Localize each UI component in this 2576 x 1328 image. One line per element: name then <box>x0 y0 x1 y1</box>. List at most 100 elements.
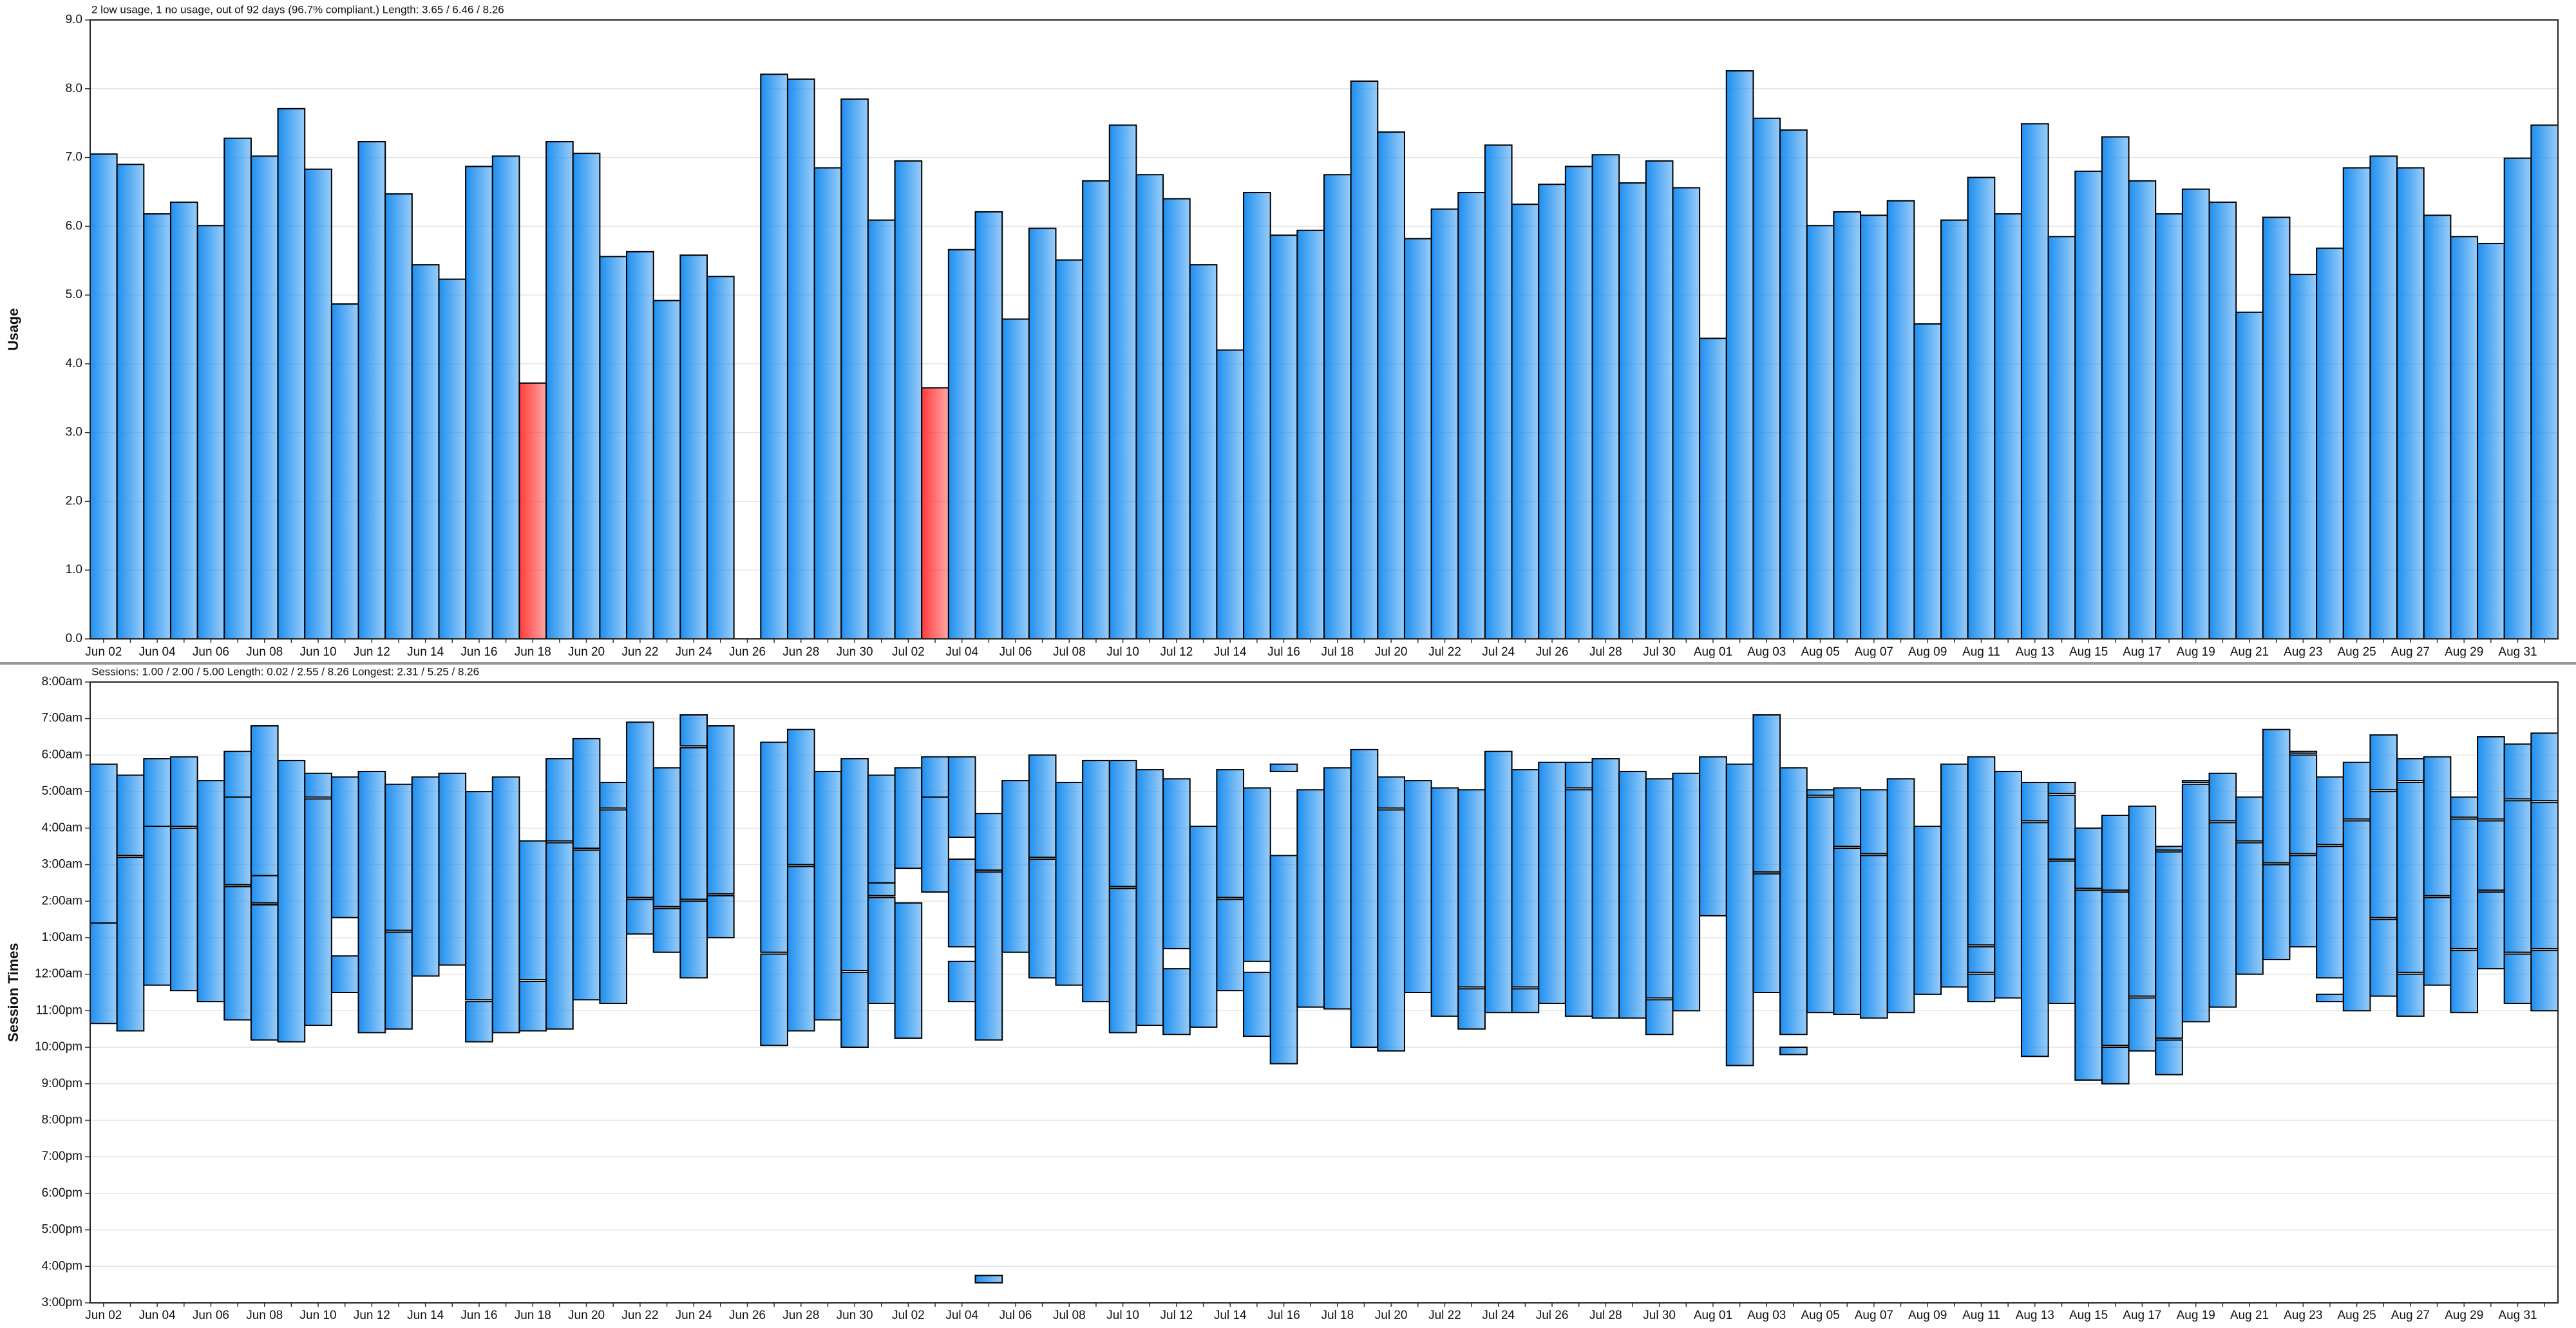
y-tick-label: 0.0 <box>66 632 82 645</box>
y-tick-label: 8:00am <box>42 675 82 688</box>
session-bar <box>1162 778 1191 949</box>
x-tick-label: Jun 24 <box>676 1309 712 1322</box>
bar <box>1833 211 1862 640</box>
session-bar <box>2450 949 2479 1014</box>
x-tick-label: Aug 27 <box>2391 1309 2430 1322</box>
bar <box>438 278 467 640</box>
x-tick-label: Jun 04 <box>139 645 176 659</box>
plot-frame <box>90 19 2559 640</box>
session-bar <box>1725 763 1754 1067</box>
session-bar <box>706 895 735 938</box>
session-bar <box>947 960 976 1003</box>
bar <box>2450 236 2479 640</box>
session-bar <box>840 971 869 1048</box>
bar <box>1538 184 1566 640</box>
bar <box>1699 337 1727 640</box>
session-bar <box>2369 791 2398 918</box>
session-bar <box>2181 780 2210 783</box>
y-tick-label: 5.0 <box>66 288 82 301</box>
x-tick-label: Jul 22 <box>1428 645 1461 659</box>
session-bar <box>2450 796 2479 818</box>
session-bar <box>2477 820 2505 891</box>
bar <box>116 164 145 640</box>
session-bar <box>1779 1047 1808 1056</box>
bar <box>1484 144 1513 640</box>
bar <box>491 155 520 640</box>
session-bar <box>867 774 896 884</box>
session-bar <box>545 842 574 1030</box>
session-bar <box>1296 789 1325 1008</box>
session-bar <box>1001 780 1030 953</box>
bar <box>1860 214 1888 640</box>
plot-frame <box>90 681 2559 1304</box>
session-bar <box>1645 778 1674 999</box>
session-bar <box>2342 820 2371 1012</box>
x-tick-label: Aug 23 <box>2284 645 2322 659</box>
session-bar <box>2020 781 2049 822</box>
x-tick-label: Aug 23 <box>2284 1309 2322 1322</box>
x-tick-label: Jul 02 <box>892 1309 925 1322</box>
session-bar <box>196 780 225 1003</box>
bar <box>1296 229 1325 640</box>
bar <box>2477 243 2505 640</box>
session-bar <box>518 840 547 981</box>
session-bar <box>330 955 359 993</box>
x-tick-label: Jun 18 <box>515 1309 551 1322</box>
bar <box>1913 323 1942 640</box>
bar <box>2503 157 2532 640</box>
y-tick-label: 3.0 <box>66 426 82 439</box>
session-bar <box>599 781 628 809</box>
bar <box>1725 70 1754 640</box>
session-bar <box>2316 776 2344 846</box>
session-bar <box>1618 770 1647 1019</box>
session-bar <box>867 896 896 1005</box>
session-bar <box>599 809 628 1005</box>
session-bar <box>250 725 279 877</box>
session-bar <box>1323 767 1352 1010</box>
session-bar <box>974 1275 1003 1284</box>
bar <box>1886 200 1915 640</box>
bar <box>1028 227 1057 640</box>
session-bar <box>116 857 145 1032</box>
bar <box>1752 117 1781 640</box>
session-bar <box>330 776 359 918</box>
bar <box>2342 167 2371 640</box>
bar <box>1001 318 1030 640</box>
session-bar <box>2101 1047 2130 1085</box>
session-bar <box>1403 780 1432 993</box>
session-bar <box>491 776 520 1034</box>
bar <box>2423 214 2452 640</box>
session-bar <box>1082 759 1110 1003</box>
session-bar <box>840 758 869 971</box>
bar <box>813 167 842 640</box>
session-bar <box>1269 855 1298 1065</box>
bar <box>143 213 171 640</box>
session-bar <box>760 953 788 1047</box>
session-bar <box>2503 953 2532 1005</box>
session-bar <box>1967 946 1996 973</box>
y-tick-label: 6:00pm <box>42 1186 82 1200</box>
session-bar <box>2530 949 2559 1012</box>
session-bar <box>2235 796 2264 842</box>
session-bar <box>1162 968 1191 1036</box>
x-tick-label: Jun 20 <box>568 645 605 659</box>
session-bar <box>760 741 788 953</box>
x-tick-label: Aug 31 <box>2498 645 2537 659</box>
bar <box>2101 136 2130 640</box>
session-bar <box>867 882 896 896</box>
y-tick-label: 4:00pm <box>42 1259 82 1273</box>
session-bar <box>572 737 601 849</box>
session-bar <box>2477 736 2505 820</box>
session-bar <box>706 725 735 895</box>
y-tick-label: 5:00pm <box>42 1223 82 1237</box>
x-tick-label: Aug 17 <box>2123 645 2161 659</box>
x-tick-label: Aug 29 <box>2445 1309 2483 1322</box>
x-tick-label: Jul 12 <box>1160 1309 1193 1322</box>
session-bar <box>2262 864 2291 960</box>
session-bar <box>2262 728 2291 864</box>
session-bar <box>1216 898 1245 992</box>
session-bar <box>1967 973 1996 1003</box>
session-bar <box>411 776 440 977</box>
x-tick-label: Jul 18 <box>1321 1309 1354 1322</box>
